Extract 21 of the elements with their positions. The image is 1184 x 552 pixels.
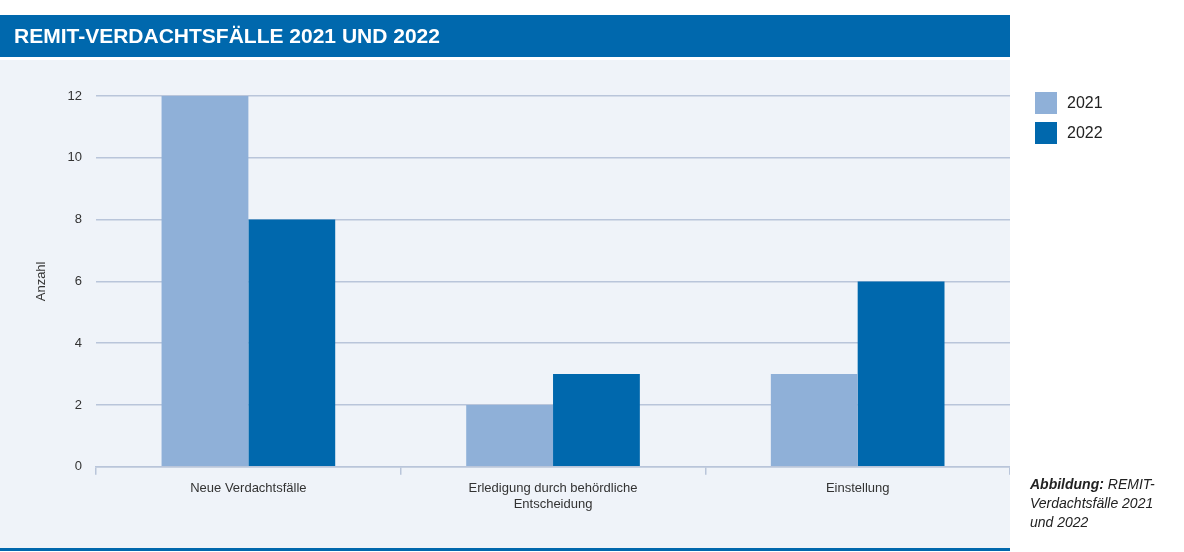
x-tick-label: Neue Verdachtsfälle <box>190 480 307 496</box>
y-tick-label: 8 <box>74 211 83 227</box>
text: Abbildung: REMIT-Verdachtsfälle 2021 und 2022 <box>1030 476 1155 531</box>
legend-label: 2022 <box>1067 124 1103 142</box>
y-axis-title: Anzahl <box>33 261 49 302</box>
y-tick-label: 10 <box>67 149 83 165</box>
chart-title: REMIT-VERDACHTSFÄLLE 2021 UND 2022 <box>0 15 1010 57</box>
bar <box>553 374 640 467</box>
legend-label: 2021 <box>1067 94 1103 112</box>
bar <box>857 281 945 467</box>
bar <box>770 374 858 467</box>
bar <box>161 96 249 467</box>
bar <box>248 219 336 467</box>
y-tick-label: 12 <box>67 87 83 103</box>
x-tick-label: Einstellung <box>825 480 890 496</box>
y-tick-label: 4 <box>74 334 83 350</box>
x-tick-label: Erledigung durch behördliche Entscheidung <box>468 480 638 511</box>
y-tick-label: 2 <box>74 396 83 412</box>
bar <box>466 405 554 467</box>
y-tick-label: 0 <box>74 458 83 474</box>
y-tick-label: 6 <box>74 272 83 288</box>
